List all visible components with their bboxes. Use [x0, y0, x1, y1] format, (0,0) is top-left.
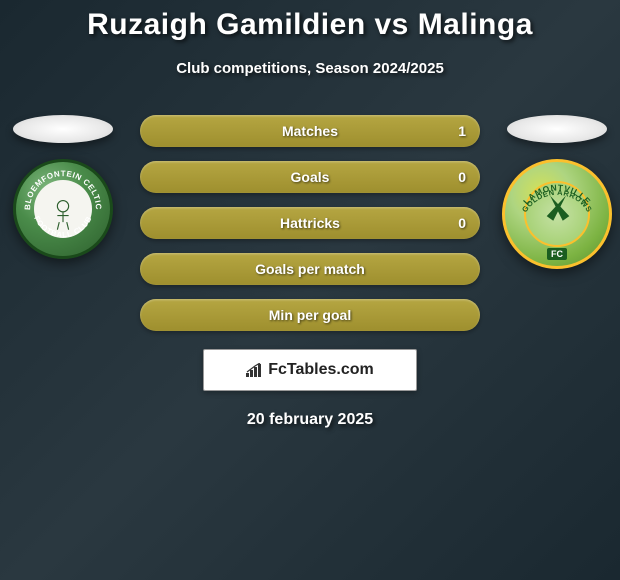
right-column: LAMONTVILLE GOLDEN ARROWS FC: [502, 115, 612, 269]
page-title: Ruzaigh Gamildien vs Malinga: [0, 8, 620, 42]
date-text: 20 february 2025: [0, 411, 620, 429]
right-oval-placeholder: [507, 115, 607, 143]
page-subtitle: Club competitions, Season 2024/2025: [0, 60, 620, 77]
stat-bar: Goals per match: [140, 253, 480, 285]
bar-label: Matches: [282, 123, 338, 139]
stat-bar: Goals 0: [140, 161, 480, 193]
fc-tag: FC: [547, 248, 567, 260]
stat-bar: Min per goal: [140, 299, 480, 331]
left-club-badge: BLOEMFONTEIN CELTIC FOOTBALL CLUB: [13, 159, 113, 259]
chart-icon: [246, 363, 264, 377]
stat-bar: Matches 1: [140, 115, 480, 147]
bar-value-right: 0: [458, 169, 466, 185]
stats-row: BLOEMFONTEIN CELTIC FOOTBALL CLUB Matche…: [0, 115, 620, 331]
stat-bar: Hattricks 0: [140, 207, 480, 239]
bar-label: Hattricks: [280, 215, 340, 231]
bar-label: Goals: [291, 169, 330, 185]
bar-label: Goals per match: [255, 261, 365, 277]
left-column: BLOEMFONTEIN CELTIC FOOTBALL CLUB: [8, 115, 118, 259]
bar-label: Min per goal: [269, 307, 351, 323]
svg-text:BLOEMFONTEIN CELTIC: BLOEMFONTEIN CELTIC: [23, 169, 103, 210]
right-club-badge: LAMONTVILLE GOLDEN ARROWS FC: [502, 159, 612, 269]
brand-text: FcTables.com: [268, 361, 374, 379]
bar-value-right: 1: [458, 123, 466, 139]
bar-value-right: 0: [458, 215, 466, 231]
left-oval-placeholder: [13, 115, 113, 143]
brand-box[interactable]: FcTables.com: [203, 349, 417, 391]
stat-bars: Matches 1 Goals 0 Hattricks 0 Goals per …: [140, 115, 480, 331]
badge-ring-text-icon: BLOEMFONTEIN CELTIC FOOTBALL CLUB: [16, 162, 110, 256]
